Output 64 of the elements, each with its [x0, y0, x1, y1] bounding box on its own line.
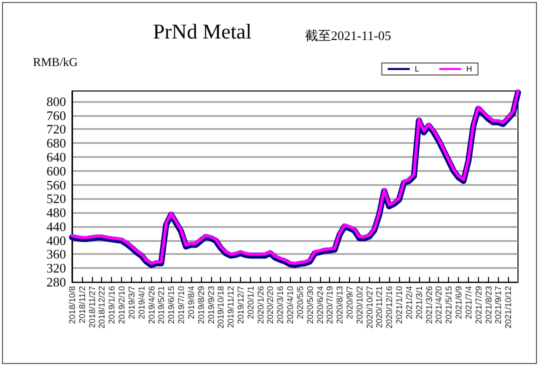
x-tick-label: 2019/10/18: [216, 286, 226, 329]
x-tick-label: 2019/4/26: [146, 286, 156, 324]
x-tick-label: 2019/4/1: [136, 286, 146, 320]
x-tick-label: 2020/1/26: [255, 286, 266, 324]
x-tick-label: 2019/11/12: [226, 286, 236, 328]
x-tick-label: 2020/1/1: [245, 286, 256, 320]
x-tick-label: 2020/12/16: [384, 286, 394, 329]
legend-label: L: [414, 64, 420, 74]
y-tick-label: 520: [46, 191, 66, 206]
y-tick-label: 600: [46, 163, 66, 178]
x-tick-label: 2020/5/5: [294, 286, 305, 320]
y-tick-label: 440: [46, 218, 66, 234]
y-tick-label: 400: [46, 232, 66, 248]
x-tick-label: 2019/12/7: [235, 286, 246, 324]
x-tick-label: 2018/10/8: [67, 286, 77, 324]
x-tick-label: 2019/1/16: [106, 286, 117, 324]
y-axis-title: RMB/kG: [33, 55, 78, 69]
y-tick-label: 480: [46, 205, 66, 220]
x-tick-label: 2021/3/1: [414, 286, 424, 320]
y-tick-label: 760: [46, 108, 66, 123]
x-tick-label: 2019/3/7: [126, 286, 136, 320]
x-tick-label: 2020/3/16: [275, 286, 286, 324]
x-tick-label: 2021/7/29: [473, 286, 484, 324]
x-tick-label: 2020/7/19: [324, 286, 335, 324]
x-tick-label: 2020/4/10: [285, 286, 296, 324]
y-tick-label: 800: [46, 94, 66, 109]
y-tick-label: 560: [46, 177, 66, 192]
x-tick-label: 2020/10/2: [354, 286, 364, 324]
chart-title: PrNd Metal: [153, 20, 252, 44]
x-tick-label: 2020/5/30: [304, 286, 315, 324]
x-tick-label: 2019/2/10: [116, 286, 127, 324]
x-tick-label: 2020/2/20: [265, 286, 276, 324]
x-tick-label: 2018/11/2: [76, 286, 87, 324]
x-tick-label: 2021/8/23: [483, 286, 494, 324]
y-tick-label: 360: [46, 246, 66, 262]
x-tick-label: 2019/8/29: [196, 286, 206, 324]
x-tick-label: 2021/3/26: [424, 286, 434, 324]
x-tick-label: 2019/8/4: [186, 286, 196, 320]
x-tick-label: 2020/8/13: [334, 286, 345, 324]
x-tick-label: 2019/7/10: [176, 286, 186, 324]
x-tick-label: 2019/5/21: [156, 286, 166, 324]
x-tick-label: 2021/6/9: [454, 286, 464, 320]
y-tick-label: 280: [46, 274, 66, 290]
x-tick-label: 2021/4/20: [434, 286, 444, 324]
x-tick-label: 2021/1/10: [394, 286, 404, 324]
y-tick-label: 720: [46, 122, 66, 137]
x-tick-label: 2018/12/22: [96, 286, 107, 329]
x-tick-label: 2021/5/15: [444, 286, 454, 324]
x-tick-label: 2021/10/12: [503, 286, 514, 329]
y-tick-label: 680: [46, 136, 66, 151]
x-tick-label: 2020/11/21: [374, 286, 384, 328]
x-tick-label: 2019/6/15: [166, 286, 176, 324]
chart-subtitle: 截至2021-11-05: [305, 28, 392, 43]
x-tick-label: 2020/6/24: [314, 286, 325, 324]
x-tick-label: 2021/7/4: [463, 286, 474, 320]
y-tick-label: 640: [46, 149, 66, 164]
y-tick-label: 320: [46, 260, 66, 276]
x-tick-label: 2020/10/27: [364, 286, 374, 329]
x-tick-label: 2020/9/7: [344, 286, 355, 320]
x-tick-label: 2018/11/27: [86, 286, 97, 328]
x-tick-label: 2019/9/23: [206, 286, 216, 324]
legend-label: H: [466, 64, 472, 74]
x-tick-label: 2021/2/4: [404, 286, 414, 320]
x-tick-label: 2021/9/17: [493, 286, 504, 324]
